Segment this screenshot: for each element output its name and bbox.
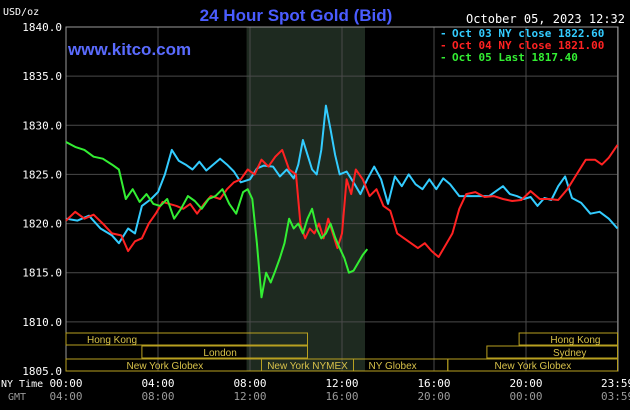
legend-label: Oct 03 NY close 1822.60 [452,27,604,40]
y-tick-label: 1810.0 [22,316,62,329]
x-tick-label-ny: 12:00 [325,377,358,390]
legend-item: - Oct 04 NY close 1821.00 [440,39,604,52]
session-label: New York Globex [127,361,204,372]
y-tick-label: 1805.0 [22,365,62,378]
x-tick-label-gmt: 03:59 [601,390,630,403]
market-sessions: Hong Kong London New York Globex New York N… [65,332,619,372]
legend-item: - Oct 05 Last 1817.40 [440,51,578,64]
nymex-session-highlight [246,27,365,371]
session-label: NY Globex [369,361,417,372]
session-bar [141,345,308,359]
y-tick-label: 1840.0 [22,21,62,34]
gmt-axis-label: GMT [8,392,26,403]
x-tick-label-ny: 00:00 [49,377,82,390]
ny-time-axis-label: NY Time [1,379,43,390]
x-tick-label-ny: 20:00 [509,377,542,390]
session-label: Hong Kong [550,335,600,346]
x-tick-label-ny: 23:59 [601,377,630,390]
session-bar [486,345,619,359]
x-tick-label-ny: 04:00 [141,377,174,390]
y-tick-label: 1825.0 [22,168,62,181]
legend-label: Oct 05 Last 1817.40 [452,51,578,64]
y-tick-label: 1830.0 [22,119,62,132]
session-bar [518,332,619,346]
legend-marker: - [440,51,447,64]
series-lines [65,104,619,299]
y-tick-label: 1820.0 [22,218,62,231]
x-tick-label-gmt: 16:00 [325,390,358,403]
legend: - Oct 03 NY close 1822.60 - Oct 04 NY cl… [440,27,604,64]
session-label: Hong Kong [87,335,137,346]
legend-label: Oct 04 NY close 1821.00 [452,39,604,52]
session-label: Sydney [553,348,586,359]
y-tick-label: 1835.0 [22,70,62,83]
session-label: London [203,348,236,359]
x-tick-label-gmt: 12:00 [233,390,266,403]
x-tick-label-gmt: 20:00 [417,390,450,403]
session-bar [447,358,619,372]
y-axis-unit-label: USD/oz [3,7,39,18]
x-tick-label-gmt: 00:00 [509,390,542,403]
x-axis: 00:0004:0008:0012:0016:0020:0023:5904:00… [49,377,630,403]
kitco-watermark: www.kitco.com [67,40,191,59]
x-tick-label-ny: 16:00 [417,377,450,390]
session-bar [65,332,308,346]
session-label: New York Globex [495,361,572,372]
x-tick-label-gmt: 08:00 [141,390,174,403]
session-label: New York NYMEX [267,361,348,372]
series-line [65,141,369,299]
y-tick-label: 1815.0 [22,267,62,280]
legend-marker: - [440,39,447,52]
x-tick-label-gmt: 04:00 [49,390,82,403]
series-line [65,104,619,245]
x-tick-label-ny: 08:00 [233,377,266,390]
chart-title: 24 Hour Spot Gold (Bid) [200,6,393,25]
y-axis: 1840.0 1835.0 1830.0 1825.0 1820.0 1815.0 1810… [22,21,62,378]
date-stamp: October 05, 2023 12:32 [466,12,625,26]
legend-item: - Oct 03 NY close 1822.60 [440,27,604,40]
legend-marker: - [440,27,447,40]
